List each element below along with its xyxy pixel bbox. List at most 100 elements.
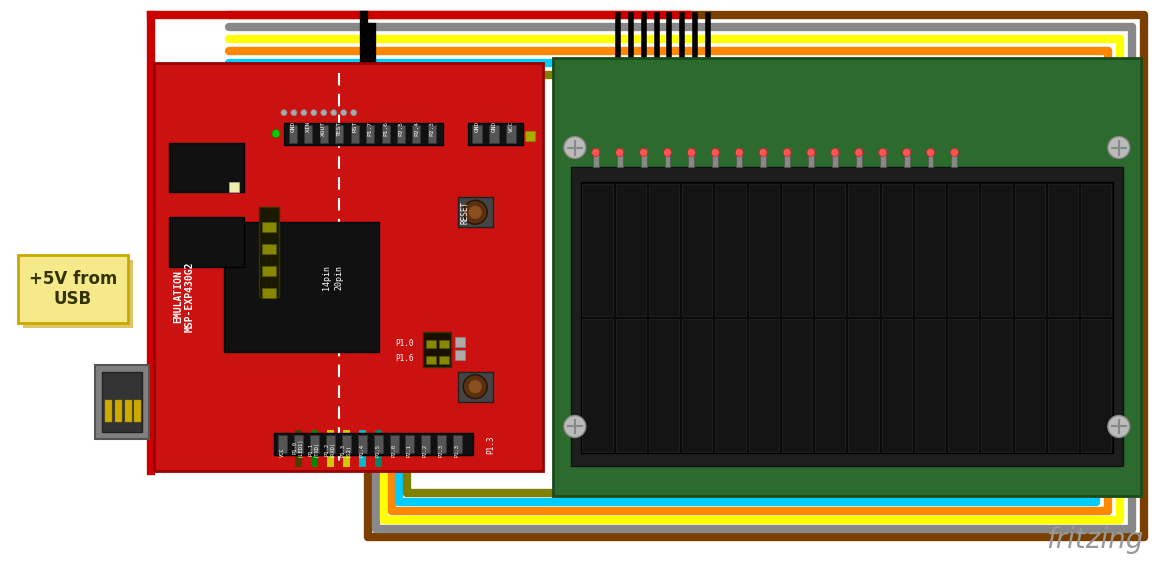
Bar: [881, 184, 911, 316]
Bar: [405, 435, 414, 453]
Text: P1.6: P1.6: [394, 354, 413, 363]
Bar: [284, 123, 443, 145]
Bar: [951, 148, 957, 167]
Bar: [649, 320, 679, 452]
Circle shape: [350, 109, 357, 116]
Circle shape: [301, 109, 307, 116]
Text: P1.3: P1.3: [455, 444, 460, 457]
Bar: [105, 400, 112, 422]
Bar: [350, 124, 358, 142]
Bar: [366, 124, 375, 142]
Bar: [320, 124, 328, 142]
Text: P1.3: P1.3: [487, 435, 496, 454]
Circle shape: [664, 149, 671, 156]
Bar: [682, 184, 712, 316]
Text: P1.3
(S2): P1.3 (S2): [341, 444, 351, 457]
Circle shape: [592, 149, 600, 156]
Bar: [593, 148, 599, 167]
Bar: [169, 217, 244, 267]
Text: 14pin: 14pin: [322, 265, 331, 290]
Bar: [880, 148, 886, 167]
Bar: [760, 148, 766, 167]
Bar: [335, 124, 343, 142]
Circle shape: [831, 149, 839, 156]
Text: P2.5: P2.5: [398, 120, 404, 135]
Bar: [455, 337, 466, 347]
Bar: [649, 184, 679, 316]
Bar: [715, 184, 746, 316]
Text: MSP-EXP430G2: MSP-EXP430G2: [184, 262, 194, 332]
Bar: [134, 400, 141, 422]
Bar: [489, 124, 499, 142]
Text: fritzing: fritzing: [1046, 526, 1144, 554]
Text: GND: GND: [491, 120, 497, 132]
Bar: [473, 124, 482, 142]
Bar: [154, 63, 543, 471]
Bar: [571, 167, 1123, 466]
Bar: [948, 184, 978, 316]
Bar: [881, 320, 911, 452]
Circle shape: [735, 149, 743, 156]
Circle shape: [272, 130, 280, 138]
Circle shape: [291, 109, 296, 116]
Bar: [263, 244, 275, 254]
Circle shape: [783, 149, 791, 156]
Text: P1.4: P1.4: [359, 444, 364, 457]
Bar: [1081, 184, 1111, 316]
Text: P1.5: P1.5: [375, 444, 380, 457]
Bar: [259, 207, 279, 297]
Bar: [229, 182, 239, 192]
Circle shape: [1107, 137, 1130, 159]
Bar: [782, 320, 812, 452]
Bar: [553, 58, 1140, 496]
Circle shape: [879, 149, 887, 156]
Bar: [424, 332, 452, 367]
Bar: [641, 148, 647, 167]
Circle shape: [564, 137, 586, 159]
Circle shape: [310, 109, 316, 116]
Text: XIN: XIN: [306, 120, 310, 132]
Bar: [915, 184, 945, 316]
Bar: [23, 260, 133, 328]
Bar: [915, 320, 945, 452]
Bar: [278, 435, 287, 453]
Bar: [981, 320, 1012, 452]
Bar: [428, 124, 435, 142]
Text: P2.4: P2.4: [414, 120, 419, 135]
Circle shape: [463, 375, 487, 398]
Text: GND: GND: [291, 120, 295, 132]
Bar: [274, 434, 474, 455]
Text: P1.0: P1.0: [394, 339, 413, 349]
Circle shape: [902, 149, 910, 156]
Bar: [439, 356, 449, 364]
Bar: [326, 435, 335, 453]
Bar: [102, 372, 142, 433]
Bar: [615, 320, 645, 452]
Bar: [664, 148, 671, 167]
Text: P1.1
(TXD): P1.1 (TXD): [308, 441, 320, 457]
Bar: [808, 148, 813, 167]
Bar: [421, 435, 431, 453]
Circle shape: [564, 416, 586, 438]
Circle shape: [330, 109, 337, 116]
Bar: [342, 435, 350, 453]
Bar: [263, 288, 275, 298]
Text: EMULATION: EMULATION: [174, 270, 183, 324]
Bar: [689, 148, 694, 167]
Text: VCC: VCC: [509, 120, 513, 132]
Circle shape: [712, 149, 719, 156]
Bar: [736, 148, 742, 167]
Bar: [506, 124, 516, 142]
Text: VCC: VCC: [279, 448, 285, 457]
Bar: [263, 266, 275, 276]
Bar: [438, 435, 446, 453]
Text: P1.0
(LED1): P1.0 (LED1): [293, 438, 303, 457]
Circle shape: [341, 109, 347, 116]
Bar: [815, 320, 845, 452]
Text: 20pin: 20pin: [334, 265, 343, 290]
Bar: [18, 255, 127, 323]
Bar: [981, 184, 1012, 316]
Text: P2.2: P2.2: [422, 444, 428, 457]
Circle shape: [687, 149, 696, 156]
Text: P1.2
(RXD): P1.2 (RXD): [324, 441, 335, 457]
